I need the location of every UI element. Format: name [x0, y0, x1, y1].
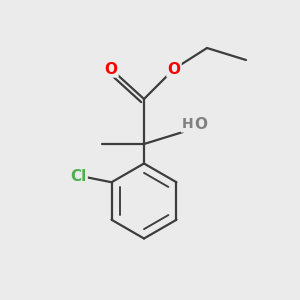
Text: O: O [167, 61, 181, 76]
Text: O: O [194, 117, 208, 132]
Text: O: O [104, 61, 118, 76]
Text: H: H [182, 118, 193, 131]
Text: Cl: Cl [70, 169, 87, 184]
